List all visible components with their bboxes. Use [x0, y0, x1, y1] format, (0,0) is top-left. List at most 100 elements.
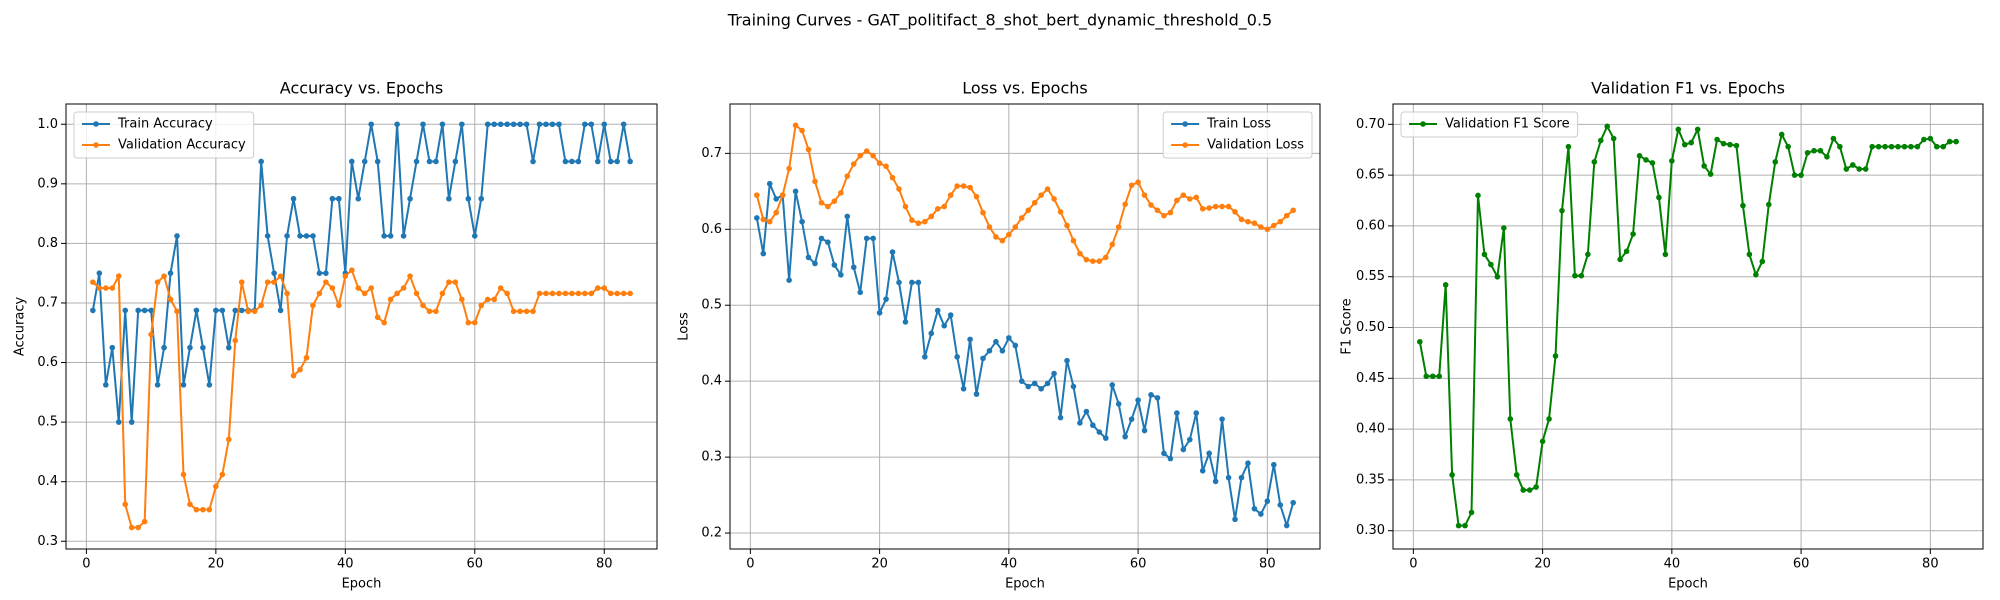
point [1109, 382, 1116, 388]
point [446, 279, 452, 285]
point [766, 218, 773, 225]
point [1765, 201, 1772, 208]
point [336, 195, 342, 202]
point [407, 273, 413, 279]
point [960, 183, 967, 189]
point [103, 382, 109, 388]
point [766, 180, 773, 187]
point [1206, 205, 1212, 211]
point [1597, 137, 1604, 144]
point [1031, 380, 1038, 387]
point [1148, 392, 1154, 398]
point [1617, 256, 1623, 263]
point [277, 307, 284, 314]
y-tick-label: 0.7 [701, 146, 722, 161]
point [1174, 197, 1180, 204]
point [883, 296, 889, 302]
point [329, 285, 336, 291]
point [773, 209, 780, 216]
point [941, 203, 948, 210]
point [1018, 215, 1025, 221]
point [336, 302, 342, 309]
point [471, 233, 478, 239]
point [620, 290, 627, 297]
point [1552, 353, 1559, 359]
point [844, 213, 851, 220]
point [818, 235, 825, 242]
point [141, 518, 148, 525]
legend-marker [93, 142, 99, 148]
point [838, 272, 844, 278]
point [934, 307, 941, 314]
point [523, 308, 530, 315]
point [1591, 159, 1598, 165]
point [316, 270, 323, 276]
point [1507, 416, 1514, 422]
point [200, 344, 206, 351]
point [154, 382, 161, 388]
x-tick-label: 60 [1793, 557, 1810, 572]
point [478, 195, 485, 202]
point [1077, 420, 1083, 426]
point [251, 308, 258, 315]
point [627, 290, 633, 297]
point [400, 285, 407, 291]
legend: Train Loss Validation Loss [1162, 111, 1313, 159]
point [193, 506, 200, 513]
point [1128, 182, 1135, 189]
point [1817, 147, 1824, 154]
point [960, 385, 967, 392]
point [1051, 196, 1057, 202]
point [601, 285, 608, 291]
point [381, 319, 387, 326]
point [1283, 212, 1290, 219]
point [909, 217, 915, 223]
point [1290, 207, 1296, 214]
point [1238, 216, 1245, 223]
x-axis-label: Epoch [1005, 577, 1045, 592]
point [792, 188, 799, 195]
subplot-title: Accuracy vs. Epochs [280, 79, 443, 98]
point [1199, 467, 1206, 474]
point [1946, 138, 1953, 145]
point [536, 290, 543, 297]
point [459, 121, 465, 128]
point [1791, 172, 1798, 178]
point [1895, 143, 1901, 150]
point [258, 158, 264, 165]
point [413, 290, 420, 297]
point [478, 302, 485, 309]
point [1714, 136, 1720, 143]
point [1727, 141, 1733, 148]
point [1006, 231, 1012, 238]
point [1449, 472, 1455, 478]
legend-label: Validation F1 Score [1445, 117, 1570, 132]
point [1882, 143, 1888, 150]
point [1513, 472, 1520, 478]
point [1025, 207, 1032, 214]
point [1707, 171, 1714, 177]
point [1018, 378, 1025, 384]
point [825, 203, 831, 210]
point [1238, 474, 1245, 481]
point [1468, 509, 1475, 516]
x-tick-label: 20 [871, 557, 888, 572]
y-tick-label: 0.65 [1356, 168, 1385, 183]
point [1701, 163, 1707, 169]
point [213, 307, 219, 314]
point [909, 279, 915, 286]
point [954, 354, 960, 360]
point [193, 307, 200, 314]
point [135, 307, 141, 314]
x-tick-label: 20 [208, 557, 225, 572]
point [1901, 143, 1908, 150]
point [1161, 212, 1167, 219]
point [1753, 271, 1759, 278]
point [1804, 149, 1811, 156]
point [1436, 373, 1443, 380]
point [773, 196, 780, 202]
point [1572, 272, 1578, 279]
point [1778, 131, 1785, 138]
point [219, 307, 226, 314]
point [902, 319, 909, 325]
